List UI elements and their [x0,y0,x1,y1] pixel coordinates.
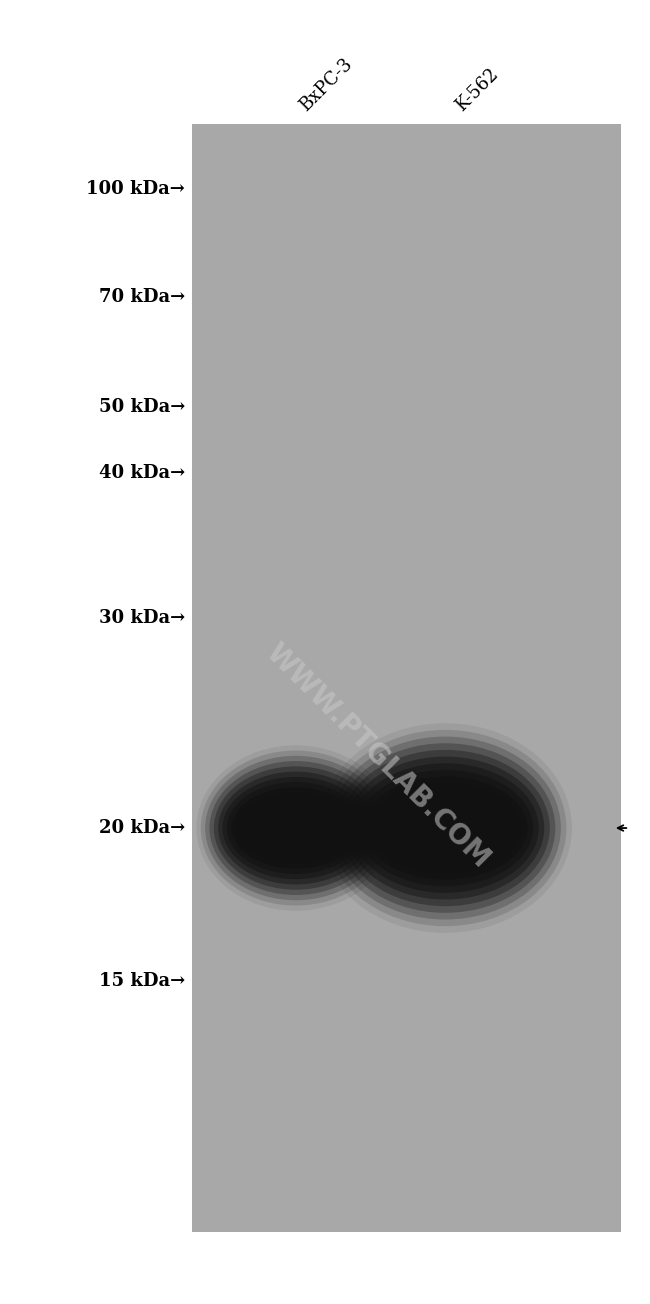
Text: 20 kDa→: 20 kDa→ [99,819,185,837]
Ellipse shape [218,772,373,884]
Text: BxPC-3: BxPC-3 [296,55,356,115]
Ellipse shape [324,730,566,926]
Ellipse shape [346,756,544,900]
Text: 100 kDa→: 100 kDa→ [86,180,185,198]
Ellipse shape [196,746,395,910]
Ellipse shape [330,737,561,919]
Ellipse shape [385,803,506,853]
Ellipse shape [352,763,539,893]
Text: 40 kDa→: 40 kDa→ [99,464,185,482]
Text: 30 kDa→: 30 kDa→ [99,609,185,627]
Ellipse shape [341,750,550,906]
Ellipse shape [201,751,391,905]
Text: WWW.PTGLAB.COM: WWW.PTGLAB.COM [259,639,495,874]
Ellipse shape [205,756,386,900]
Ellipse shape [235,793,356,863]
Ellipse shape [374,790,517,866]
Ellipse shape [231,788,360,868]
Ellipse shape [358,769,533,887]
Ellipse shape [380,797,511,859]
Ellipse shape [240,798,352,858]
Ellipse shape [222,777,369,879]
Text: 15 kDa→: 15 kDa→ [99,971,185,990]
Ellipse shape [244,803,347,853]
Ellipse shape [227,782,365,874]
Ellipse shape [214,767,378,889]
Text: 50 kDa→: 50 kDa→ [99,398,185,416]
Text: K-562: K-562 [452,65,502,115]
Ellipse shape [335,743,555,913]
Ellipse shape [369,784,522,872]
Text: 70 kDa→: 70 kDa→ [99,288,185,306]
Bar [192,124,621,1232]
Ellipse shape [363,777,528,879]
Ellipse shape [248,808,343,848]
Ellipse shape [318,724,572,932]
Ellipse shape [209,762,382,895]
